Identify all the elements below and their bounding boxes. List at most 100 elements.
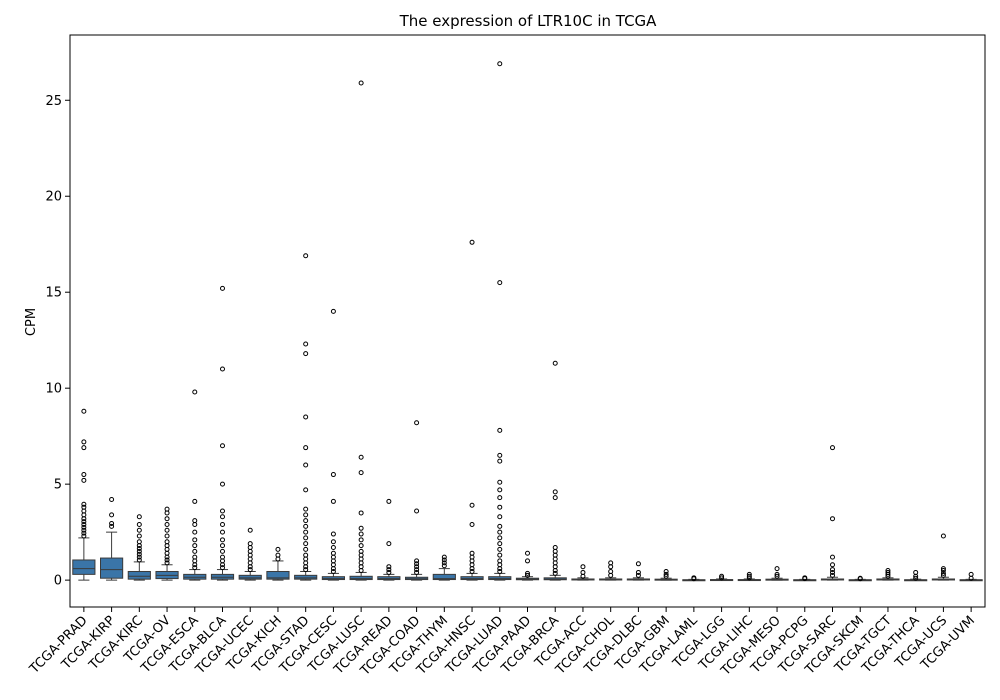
outlier-point [774,571,780,577]
outlier-point [220,543,225,549]
outlier-point [220,548,225,554]
outlier-point [192,565,198,571]
outlier-point [414,567,420,573]
outlier-point [552,489,558,495]
outlier-point [81,504,87,510]
outlier-point [386,541,392,547]
outlier-point [552,544,558,550]
outlier-point [220,366,225,372]
outlier-point [358,454,364,460]
outlier-point [940,566,946,572]
outlier-point [830,554,835,560]
outlier-point [608,568,614,574]
outlier-point [635,569,641,575]
outlier-point [497,568,503,574]
outlier-point [220,529,225,535]
outlier-point [414,508,420,514]
outlier-point [247,567,253,573]
outlier-point [497,546,503,552]
outlier-point [830,572,835,578]
plot-area [72,61,983,582]
outlier-point [663,573,669,579]
outlier-point [968,571,974,577]
outlier-point [635,572,641,578]
outlier-point [81,524,87,530]
outlier-point [303,462,309,468]
outlier-point [386,567,392,573]
outlier-point [303,541,309,547]
outlier-point [940,572,946,578]
outlier-point [358,531,364,537]
outlier-point [497,495,503,501]
outlier-point [774,573,780,579]
chart-title: The expression of LTR10C in TCGA [399,12,658,30]
outlier-point [885,568,891,574]
outlier-point [81,472,87,478]
outlier-point [358,525,364,531]
outlier-point [525,572,530,578]
outlier-point [330,568,336,574]
outlier-point [303,487,309,493]
outlier-point [303,529,309,535]
outlier-point [136,533,142,539]
box [432,573,456,581]
outlier-point [497,61,503,67]
outlier-point [220,481,225,487]
outlier-point [303,518,309,524]
outlier-point [192,389,198,395]
outlier-point [414,564,420,570]
outlier-point [303,546,309,552]
outlier-point [386,569,392,575]
outlier-point [469,550,475,556]
outlier-point [691,575,697,581]
outlier-point [220,285,225,291]
outlier-point [220,554,225,560]
outlier-point [830,445,835,451]
outlier-point [525,558,530,564]
outlier-point [719,575,725,581]
outlier-point [164,560,170,566]
outlier-point [358,470,364,476]
outlier-point [497,523,503,529]
outlier-point [414,558,420,564]
outlier-point [414,569,420,575]
outlier-point [330,472,336,478]
box [294,574,318,580]
outlier-point [802,575,808,581]
outlier-point [303,341,309,347]
box [127,570,151,580]
outlier-point [358,537,364,543]
outlier-point [192,554,198,560]
outlier-point [358,548,364,554]
outlier-point [635,561,641,567]
outlier-point [525,570,530,576]
outlier-point [414,561,420,567]
outlier-point [192,498,198,504]
outlier-point [330,308,336,314]
outlier-point [220,443,225,449]
outlier-point [497,504,503,510]
outlier-point [497,280,503,286]
y-tick-label: 5 [54,478,62,493]
outlier-point [136,548,142,554]
outlier-point [386,498,392,504]
outlier-point [164,557,170,563]
outlier-point [81,521,87,527]
outlier-point [164,527,170,533]
outlier-point [746,571,752,577]
outlier-point [330,498,336,504]
outlier-point [469,239,475,245]
outlier-point [497,552,503,558]
outlier-point [469,502,475,508]
outlier-point [220,521,225,527]
outlier-point [885,569,891,575]
outlier-point [136,554,142,560]
outlier-point [441,557,447,563]
outlier-point [192,518,198,524]
outlier-point [81,445,87,451]
outlier-point [109,512,115,518]
outlier-point [774,566,780,572]
outlier-point [136,521,142,527]
outlier-point [857,575,863,581]
outlier-point [192,548,198,554]
